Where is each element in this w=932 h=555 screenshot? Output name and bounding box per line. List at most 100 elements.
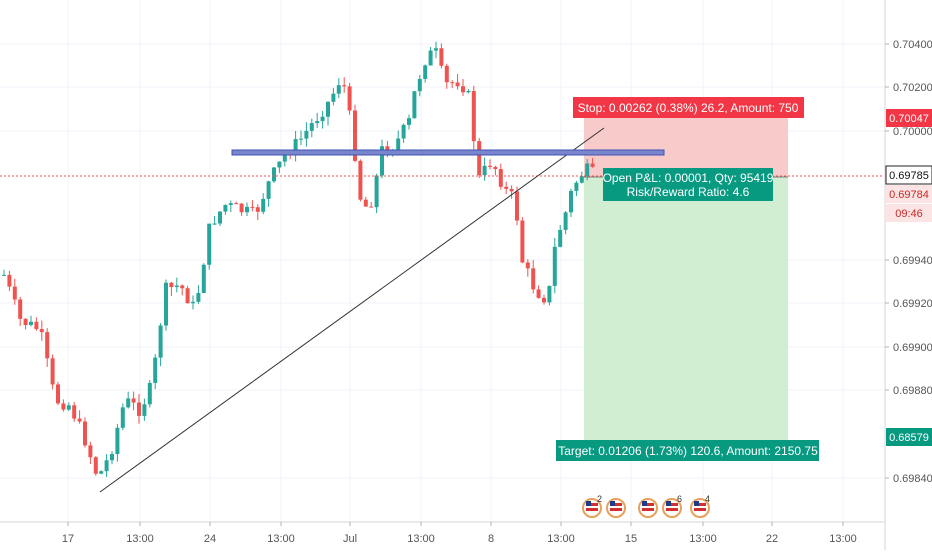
candle-body [191,301,195,304]
economic-event-flags[interactable]: 2 6 4 [582,494,710,518]
flag-canton [642,501,647,506]
resistance-zone[interactable] [231,149,665,156]
candle-body [331,93,336,102]
candle-body [174,285,179,288]
candle-body [439,48,444,66]
candle-body [66,405,71,410]
candle-body [228,203,233,205]
candle-body [201,264,206,293]
event-flag-icon[interactable]: 2 [582,494,602,518]
price-tick-label: 0.70200 [893,82,932,94]
candle-body [493,166,498,170]
stop-level-text: 0.70047 [889,113,929,125]
candle-body [374,175,379,208]
time-tick-label: 13:00 [267,533,295,545]
candle-body [83,421,87,446]
stop-level-badge: 0.70047 [886,109,932,127]
flag-stripe [586,503,598,506]
candle-body [239,203,244,213]
candle-body [363,199,368,207]
stop-zone[interactable] [584,117,788,177]
candle-body [471,91,476,142]
candle-body [547,285,552,303]
time-tick-label: 13:00 [407,533,435,545]
candle-body [39,329,44,333]
stop-label: Stop: 0.00262 (0.38%) 26.2, Amount: 750 [573,97,804,118]
candle-body [342,85,347,87]
last-price-text: 0.69785 [889,170,929,182]
candle-body [293,139,298,156]
flag-stripe [642,508,654,511]
candle-body [320,116,325,122]
candle-body [7,274,12,287]
candle-body [169,282,174,288]
candle-body [412,91,417,119]
candle-body [450,82,455,84]
candle-body [585,163,590,177]
countdown-badge: 09:46 [886,204,932,222]
candle-body [536,289,541,298]
candle-body [34,321,39,330]
candle-body [131,398,136,403]
time-axis[interactable]: 17 13:00 24 13:00 Jul 13:00 8 13:00 15 13:00 22 13:… [62,522,857,545]
event-flag-icon[interactable] [606,498,626,518]
target-zone[interactable] [584,177,788,440]
candle-body [12,286,17,300]
time-tick-label: 13:00 [547,533,575,545]
time-tick-label: 22 [766,533,778,545]
time-tick-label: 13:00 [689,533,717,545]
candle-body [147,382,152,405]
candle-body [563,212,568,230]
price-tick-label: 0.69940 [893,255,932,267]
candle-body [61,403,66,410]
candle-body [196,292,201,302]
trendline[interactable] [99,127,605,493]
candle-body [444,65,449,83]
candle-body [77,418,82,422]
flag-stripe [694,503,706,506]
target-label-text: Target: 0.01206 (1.73%) 120.6, Amount: 2… [558,444,818,458]
time-tick-label: 17 [62,533,74,545]
entry-price-badge: 0.69784 [886,185,932,203]
price-axis[interactable]: 0.70400 0.70200 0.70000 0.69940 0.69920 0.699… [885,39,932,485]
candle-body [336,85,341,94]
flag-count: 2 [597,494,602,504]
price-tick-label: 0.69840 [893,473,932,485]
candle-body [299,138,303,140]
candle-body [434,48,438,51]
candle-body [579,176,584,183]
risk-reward-text: Risk/Reward Ratio: 4.6 [627,185,750,199]
candle-body [423,65,428,79]
candle-body [520,220,525,263]
candle-body [185,288,190,304]
candle-body [142,404,147,416]
candle-body [153,357,158,383]
event-flag-icon[interactable]: 6 [662,494,682,518]
candle-body [380,146,384,176]
candle-body [56,384,60,404]
event-flag-icon[interactable] [638,498,658,518]
countdown-text: 09:46 [895,208,923,220]
open-pl-text: Open P&L: 0.00001, Qty: 95419 [603,171,774,185]
flag-count: 6 [677,494,682,504]
candle-body [45,332,50,359]
flag-count: 4 [705,494,710,504]
candle-body [326,101,330,117]
candle-body [482,165,487,176]
candle-body [590,163,595,167]
candle-body [99,471,104,474]
time-tick-label: 13:00 [126,533,154,545]
entry-price-text: 0.69784 [889,189,929,201]
candle-body [234,203,239,205]
candle-body [347,86,352,111]
candle-body [515,191,519,221]
time-tick-label: Jul [343,533,357,545]
candle-body [218,211,222,224]
candle-body [428,50,433,66]
candle-body [126,398,131,408]
candle-body [272,167,276,182]
event-flag-icon[interactable]: 4 [690,494,710,518]
candle-body [525,262,530,269]
